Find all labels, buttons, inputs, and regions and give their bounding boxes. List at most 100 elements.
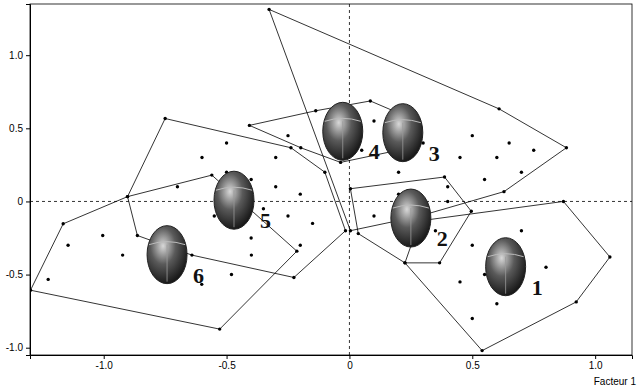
group-hull — [350, 177, 471, 263]
point — [344, 229, 347, 232]
scarab-line — [393, 205, 429, 208]
point — [458, 280, 461, 283]
x-tick-label: 0 — [347, 360, 353, 371]
x-axis-title: Facteur 1 — [594, 376, 637, 387]
point — [608, 255, 611, 258]
point — [483, 178, 486, 181]
point — [299, 244, 302, 247]
point — [230, 273, 233, 276]
scarab-line — [402, 123, 403, 160]
point — [357, 232, 360, 235]
group-hull — [30, 175, 296, 329]
y-tick-label: 1.0 — [9, 50, 23, 61]
point — [101, 234, 104, 237]
point — [121, 253, 124, 256]
y-tick: -0.5 — [6, 269, 30, 280]
point — [295, 249, 298, 252]
point — [289, 146, 292, 149]
point — [502, 190, 505, 193]
point — [443, 175, 446, 178]
point — [372, 119, 375, 122]
x-tick-label: 1.0 — [589, 360, 603, 371]
point — [286, 214, 289, 217]
y-tick-mark — [26, 55, 30, 56]
group-label: 4 — [369, 139, 380, 164]
data-area — [30, 4, 632, 355]
point — [565, 146, 568, 149]
point — [311, 222, 314, 225]
scarab-image — [214, 171, 254, 229]
y-tick-label: -0.5 — [6, 269, 24, 280]
point — [249, 236, 252, 239]
x-tick-mark — [349, 355, 350, 359]
y-tick-label: -1.0 — [6, 342, 24, 353]
point — [349, 229, 352, 232]
scarab-line — [488, 254, 524, 257]
x-tick-mark — [227, 355, 228, 359]
y-tick-mark — [26, 201, 30, 202]
y-tick: 1.0 — [9, 50, 30, 61]
point — [520, 229, 523, 232]
scarab-body — [214, 171, 254, 229]
point — [274, 185, 277, 188]
x-tick-mark — [472, 355, 473, 359]
x-tick: 1.0 — [589, 355, 603, 371]
point — [471, 317, 474, 320]
scarab-image — [147, 226, 187, 284]
x-tick-mark — [104, 355, 105, 359]
point — [544, 266, 547, 269]
series — [30, 173, 299, 330]
scarab-body — [383, 104, 423, 162]
scarab-line — [505, 257, 506, 294]
x-tick: 0 — [347, 355, 353, 371]
point — [274, 156, 277, 159]
point — [286, 134, 289, 137]
point — [218, 327, 221, 330]
plot-frame — [30, 4, 632, 355]
y-tick: -1.0 — [6, 342, 30, 353]
point — [46, 278, 49, 281]
point — [360, 149, 363, 152]
scarab-line — [325, 118, 361, 121]
scarab-body — [147, 226, 187, 284]
group-hull — [405, 201, 610, 350]
scarab-image — [486, 238, 526, 296]
x-axis-line — [31, 356, 633, 360]
point — [497, 107, 500, 110]
series — [349, 175, 473, 264]
scarab-line — [410, 208, 411, 245]
x-axis: -1.0-0.500.51.0 — [31, 355, 633, 371]
scarab-line — [342, 121, 343, 158]
group-label: 5 — [260, 208, 271, 233]
point — [163, 117, 166, 120]
point — [200, 156, 203, 159]
point — [446, 200, 449, 203]
point — [495, 302, 498, 305]
point — [471, 244, 474, 247]
y-axis: -1.0-0.500.51.0 — [6, 5, 31, 356]
scarab-line — [167, 245, 168, 282]
point — [372, 214, 375, 217]
point — [532, 149, 535, 152]
y-tick-mark — [26, 275, 30, 276]
point — [349, 187, 352, 190]
point — [470, 210, 473, 213]
series — [403, 200, 611, 353]
point — [397, 170, 400, 173]
point — [438, 261, 441, 264]
point — [299, 146, 302, 149]
point — [248, 124, 251, 127]
point — [495, 156, 498, 159]
point — [190, 253, 193, 256]
scarab-body — [391, 189, 431, 247]
group-labels: 123456 — [147, 102, 543, 299]
point — [403, 261, 406, 264]
scarab-line — [149, 242, 185, 245]
point — [339, 161, 342, 164]
point — [471, 134, 474, 137]
point — [225, 141, 228, 144]
reference-line-y — [30, 201, 632, 202]
x-tick: -1.0 — [96, 355, 114, 371]
scarab-image — [323, 102, 363, 160]
point — [213, 214, 216, 217]
